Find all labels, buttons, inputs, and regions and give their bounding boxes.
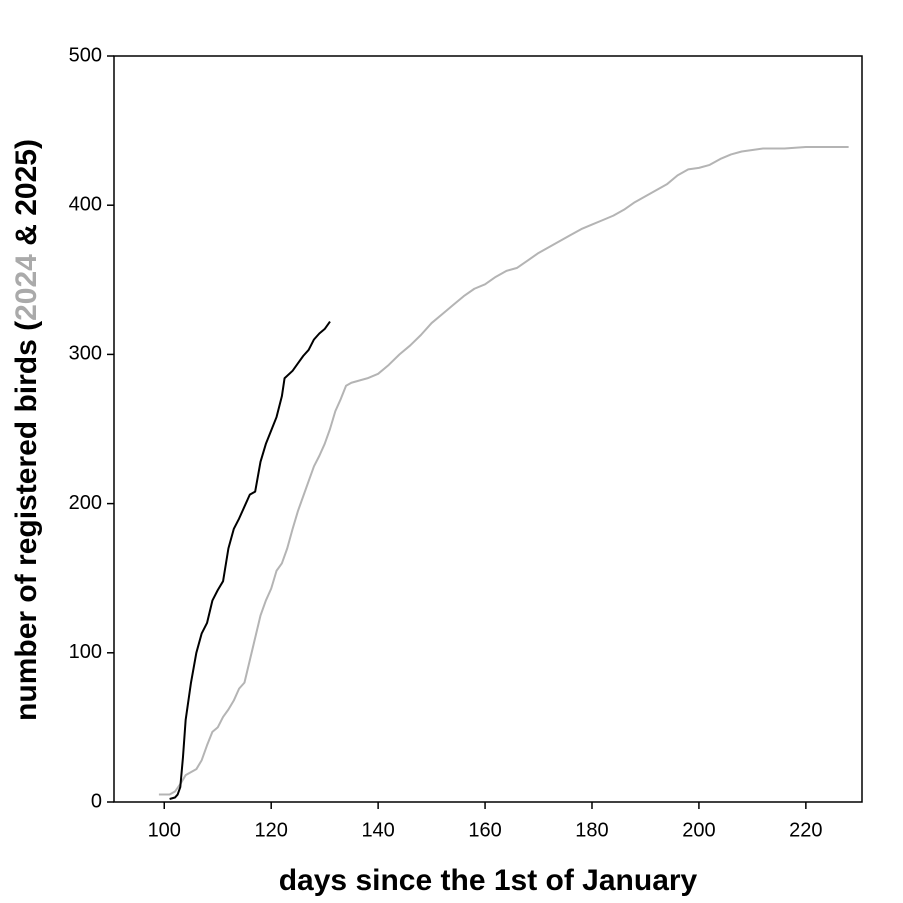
x-axis-label: days since the 1st of January — [279, 864, 698, 897]
y-tick-label: 500 — [69, 44, 102, 66]
y-axis-label-part: 2024 — [10, 254, 43, 321]
x-tick-label: 180 — [575, 819, 608, 841]
y-tick-label: 0 — [91, 790, 102, 812]
y-axis-label-part: number of registered birds ( — [10, 321, 43, 721]
plot-frame — [113, 55, 863, 803]
y-axis-label-part: & 2025) — [10, 139, 43, 254]
y-tick-label: 200 — [69, 492, 102, 514]
x-tick-label: 120 — [255, 819, 288, 841]
x-tick-label: 200 — [682, 819, 715, 841]
series-line — [169, 320, 331, 800]
y-axis-label: number of registered birds (2024 & 2025) — [10, 139, 43, 721]
x-tick-label: 140 — [361, 819, 394, 841]
y-tick-label: 100 — [69, 641, 102, 663]
x-tick-label: 220 — [789, 819, 822, 841]
y-tick-label: 400 — [69, 193, 102, 215]
x-tick-label: 160 — [468, 819, 501, 841]
x-tick-label: 100 — [148, 819, 181, 841]
series-line — [158, 146, 849, 796]
y-tick-label: 300 — [69, 343, 102, 365]
